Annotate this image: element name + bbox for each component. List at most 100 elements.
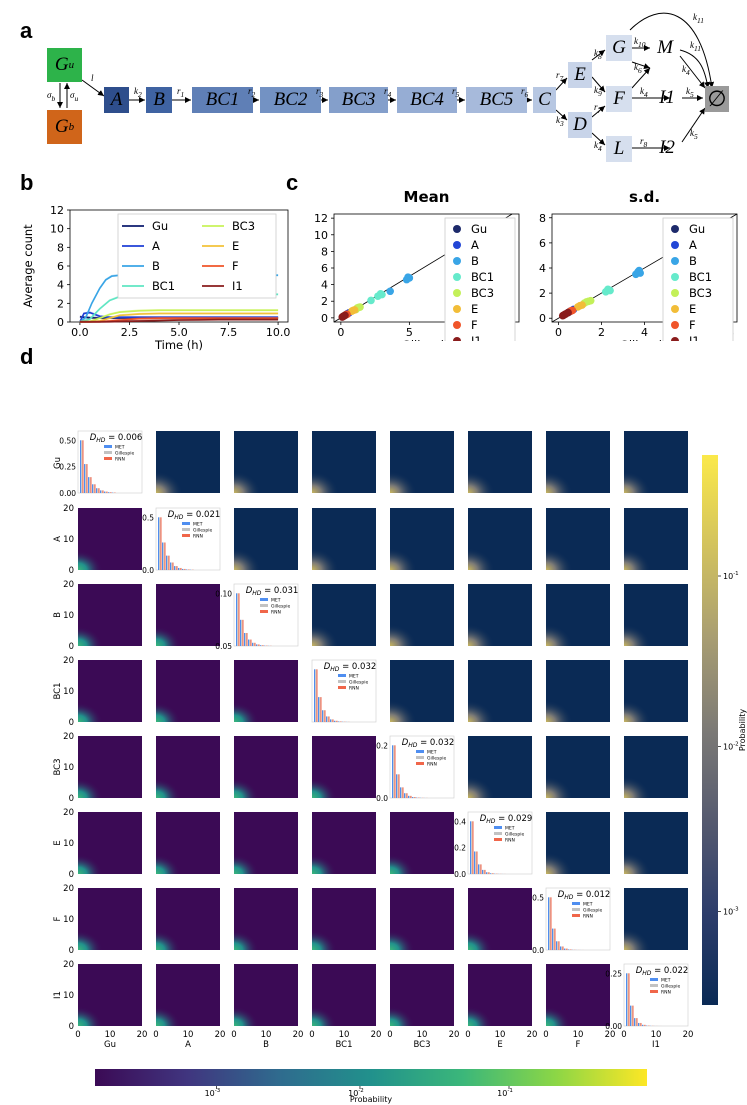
histogram-y-tick: 0.2	[376, 741, 388, 750]
histogram-y-tick: 0.0	[142, 566, 154, 575]
histogram-bar	[483, 869, 485, 874]
rate-label-k8: k8	[594, 48, 602, 61]
panel-letter-b: b	[20, 170, 34, 195]
x-tick-label: 20	[605, 1030, 616, 1040]
dhd-symbol: D	[636, 966, 643, 976]
legend-label: A	[471, 238, 479, 252]
x-species-label: BC3	[413, 1040, 430, 1050]
legend-swatch	[453, 273, 461, 281]
histogram-bar	[92, 484, 94, 493]
colorbar-tick-exponent: -1	[507, 1088, 512, 1094]
heatmap-density	[156, 998, 192, 1026]
histogram-bar	[314, 669, 316, 722]
heatmap-density	[234, 539, 273, 570]
histogram-legend-label: Gillespie	[427, 756, 446, 762]
dhd-subscript: HD	[252, 590, 262, 597]
histogram-legend-label: MET	[349, 674, 359, 680]
histogram-legend-label: RNN	[115, 457, 125, 463]
y-tick-label: 6	[321, 262, 328, 275]
histogram-bar	[316, 669, 318, 722]
histogram-bar	[240, 619, 242, 646]
heatmap-density	[312, 539, 351, 570]
histogram-cell	[545, 887, 611, 951]
y-tick-label: 10	[50, 223, 64, 236]
y-tick-label: 12	[314, 212, 328, 225]
histogram-bar	[396, 774, 398, 798]
histogram-bar	[480, 864, 482, 874]
heatmap-density	[312, 922, 348, 950]
dhd-subscript: HD	[486, 818, 496, 825]
histogram-y-tick: 0.00	[605, 1022, 622, 1031]
heatmap-density	[78, 542, 114, 570]
x-tick-label: 0	[153, 1030, 158, 1040]
histogram-y-tick: 0.2	[454, 844, 466, 853]
y-tick-label: 8	[57, 241, 64, 254]
colorbar-tick-label: 10-1	[723, 571, 739, 581]
legend-label: I1	[689, 334, 700, 341]
legend-box	[117, 213, 277, 299]
y-species-label: E	[53, 840, 63, 845]
heatmap-density	[78, 998, 114, 1026]
x-tick-label: 0	[231, 1030, 236, 1040]
histogram-bar	[560, 946, 562, 950]
heatmap-density	[390, 846, 426, 874]
histogram-bar	[158, 517, 160, 570]
y-tick-label: 0	[69, 870, 74, 880]
legend-label: B	[152, 259, 160, 273]
histogram-bar	[82, 440, 84, 493]
histogram-bar	[236, 593, 238, 646]
histogram-bar	[94, 484, 96, 493]
y-species-label: BC3	[53, 758, 63, 775]
heatmap-density	[624, 539, 663, 570]
rate-label-r8: r8	[640, 136, 648, 149]
histogram-bar	[170, 562, 172, 570]
heatmap-density	[234, 922, 270, 950]
legend-label: Gu	[689, 222, 705, 236]
histogram-bar	[93, 484, 95, 493]
histogram-legend-swatch	[572, 902, 580, 905]
node-m: M	[657, 37, 673, 58]
rate-label-r7b: r7	[594, 102, 602, 115]
dhd-symbol: D	[324, 662, 331, 672]
y-tick-label: 4	[57, 279, 64, 292]
legend-swatch	[671, 241, 679, 249]
legend-label: B	[471, 254, 479, 268]
histogram-bar	[322, 710, 324, 722]
heatmap-density	[624, 615, 663, 646]
histogram-bar	[644, 1024, 646, 1026]
histogram-bar	[183, 568, 185, 570]
y-tick-label: 4	[539, 262, 546, 275]
y-tick-label: 20	[63, 884, 74, 894]
histogram-bar	[562, 946, 564, 950]
histogram-legend-label: MET	[505, 826, 515, 832]
histogram-bar	[639, 1022, 641, 1026]
series-noise-a	[79, 311, 279, 322]
colorbar-bottom	[95, 1069, 647, 1086]
histogram-bar	[558, 941, 560, 950]
colorbar-tick-label: 10-3	[723, 907, 739, 917]
node-bc2: BC2	[260, 87, 321, 113]
histogram-legend-label: MET	[661, 978, 671, 984]
histogram-bar	[160, 517, 162, 570]
histogram-legend-swatch	[494, 838, 502, 841]
histogram-bar	[319, 697, 321, 722]
x-tick-label: 2.5	[121, 326, 139, 339]
point-b	[386, 287, 394, 296]
histogram-bar	[401, 787, 403, 798]
histogram-legend-swatch	[182, 522, 190, 525]
histogram-bar	[180, 567, 182, 570]
histogram-y-tick: 0.4	[454, 817, 466, 826]
histogram-bar	[320, 697, 322, 722]
histogram-bar	[406, 793, 408, 798]
histogram-legend-swatch	[104, 451, 112, 454]
histogram-bar	[476, 851, 478, 874]
histogram-bar	[628, 973, 630, 1026]
heatmap-density	[234, 846, 270, 874]
y-axis-label: Average count	[21, 224, 35, 308]
legend-swatch	[671, 225, 679, 233]
histogram-bar	[100, 490, 102, 493]
histogram-bar	[492, 873, 494, 874]
rate-label-r6: r6	[521, 86, 529, 99]
y-tick-label: 4	[321, 279, 328, 292]
